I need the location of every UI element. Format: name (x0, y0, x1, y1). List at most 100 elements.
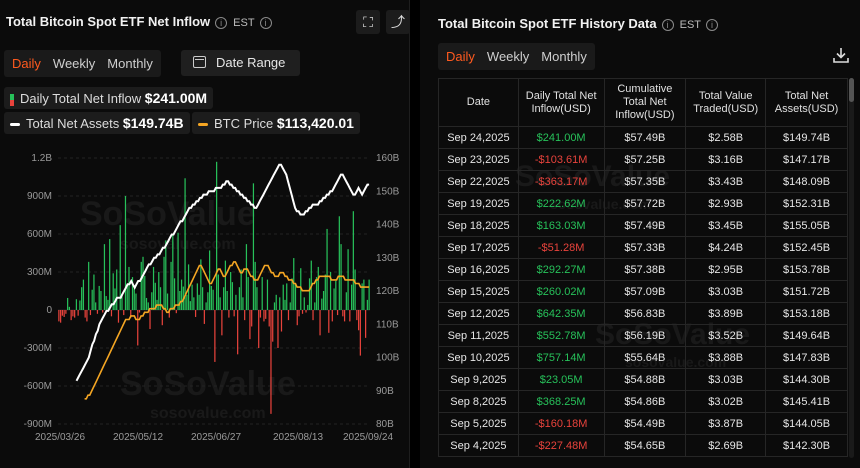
inflow-bar (196, 283, 198, 310)
table-row: Sep 24,2025 $241.00M $57.49B $2.58B $149.74B (438, 126, 848, 149)
cell-daily-inflow: $222.62M (518, 192, 605, 215)
btc-line (84, 261, 370, 400)
inflow-bar (235, 294, 237, 310)
inflow-bar (331, 310, 333, 322)
table-row: Sep 22,2025 -$363.17M $57.35B $3.43B $148.09… (438, 170, 848, 193)
timezone-info-icon[interactable]: i (259, 16, 272, 29)
download-icon[interactable] (832, 46, 850, 64)
col-daily-inflow[interactable]: Daily Total Net Inflow(USD) (518, 78, 605, 127)
table-row: Sep 23,2025 -$103.61M $57.25B $3.16B $147.17… (438, 148, 848, 171)
inflow-bar (303, 297, 305, 310)
inflow-bar (333, 288, 335, 310)
history-tab-weekly[interactable]: Weekly (486, 49, 530, 64)
right-tick-label: 120B (376, 286, 400, 297)
inflow-bar (249, 310, 251, 340)
inflow-bar (231, 282, 234, 310)
history-info-icon[interactable]: i (661, 18, 674, 31)
cell-cumulative-inflow: $55.64B (604, 346, 687, 369)
inflow-bar (336, 310, 339, 316)
col-date[interactable]: Date (438, 78, 519, 127)
inflow-bar (207, 292, 209, 310)
inflow-bar (312, 310, 314, 321)
inflow-bar (189, 301, 191, 310)
info-icon[interactable]: i (215, 16, 228, 29)
left-tick-label: 300M (27, 267, 52, 278)
inflow-bar (133, 288, 135, 310)
left-tick-label: 0 (46, 305, 52, 316)
cell-daily-inflow: $260.02M (518, 280, 605, 303)
inflow-bar (216, 161, 218, 310)
tab-monthly[interactable]: Monthly (107, 56, 153, 71)
inflow-bar (67, 297, 69, 310)
scroll-thumb[interactable] (849, 78, 854, 102)
right-tick-label: 100B (376, 353, 400, 364)
table-row: Sep 10,2025 $757.14M $55.64B $3.88B $147.83B (438, 346, 848, 369)
cell-value-traded: $2.93B (685, 192, 767, 215)
x-tick-label: 2025/09/24 (343, 432, 393, 443)
inflow-bar (170, 261, 172, 310)
inflow-bar (105, 296, 107, 310)
cell-daily-inflow: -$103.61M (518, 148, 605, 171)
date-range-button[interactable]: Date Range (181, 50, 300, 76)
cell-value-traded: $3.45B (685, 214, 767, 237)
inflow-bar (175, 310, 177, 314)
inflow-bar (259, 310, 262, 318)
inflow-bar (251, 310, 253, 327)
inflow-bar (275, 294, 277, 310)
history-tab-monthly[interactable]: Monthly (541, 49, 587, 64)
period-tabs: Daily Weekly Monthly (4, 50, 161, 77)
tab-daily[interactable]: Daily (12, 56, 41, 71)
inflow-bar (282, 284, 284, 310)
cell-net-assets: $152.45B (765, 236, 848, 259)
cell-net-assets: $152.31B (765, 192, 848, 215)
inflow-bar (84, 310, 86, 318)
legend-inflow[interactable]: Daily Total Net Inflow $241.00M (4, 87, 214, 109)
table-scrollbar[interactable] (849, 78, 854, 458)
table-row: Sep 19,2025 $222.62M $57.72B $2.93B $152.31B (438, 192, 848, 215)
inflow-bar (363, 279, 365, 310)
table-header-row: Date Daily Total Net Inflow(USD) Cumulat… (438, 78, 848, 127)
left-tick-label: 1.2B (31, 153, 52, 164)
inflow-bar (279, 297, 281, 310)
inflow-bar (180, 279, 183, 310)
table-row: Sep 11,2025 $552.78M $56.19B $3.52B $149.64B (438, 324, 848, 347)
col-value-traded[interactable]: Total Value Traded(USD) (685, 78, 767, 127)
inflow-bar (307, 304, 309, 310)
inflow-bar (209, 250, 211, 310)
table-row: Sep 9,2025 $23.05M $54.88B $3.03B $144.30B (438, 368, 848, 391)
cell-date: Sep 18,2025 (438, 214, 519, 237)
inflow-bar (121, 294, 123, 310)
cell-daily-inflow: $241.00M (518, 126, 605, 149)
cell-value-traded: $2.58B (685, 126, 767, 149)
cell-value-traded: $4.24B (685, 236, 767, 259)
history-table: Date Daily Total Net Inflow(USD) Cumulat… (438, 78, 848, 457)
legend-assets[interactable]: Total Net Assets $149.74B (4, 112, 190, 134)
cell-value-traded: $3.03B (685, 368, 767, 391)
cell-daily-inflow: $642.35M (518, 302, 605, 325)
inflow-bar (273, 302, 276, 310)
history-timezone-info-icon[interactable]: i (706, 18, 719, 31)
share-icon[interactable]: ⤴ (386, 10, 410, 34)
inflow-bar (116, 269, 118, 310)
col-cumulative-inflow[interactable]: Cumulative Total Net Inflow(USD) (604, 78, 687, 127)
legend-btc[interactable]: BTC Price $113,420.01 (192, 112, 360, 134)
tab-weekly[interactable]: Weekly (52, 56, 96, 71)
history-tab-daily[interactable]: Daily (446, 49, 475, 64)
right-tick-label: 90B (376, 386, 394, 397)
inflow-bar (201, 287, 204, 310)
inflow-bar (221, 310, 223, 336)
fullscreen-icon[interactable]: ⛶ (356, 10, 380, 34)
inflow-bar (219, 297, 221, 310)
cell-daily-inflow: $368.25M (518, 390, 605, 413)
inflow-chart[interactable]: 1.2B 900M 600M 300M 0 -300M -600M -900M 160B 150… (0, 146, 410, 446)
inflow-bar (131, 277, 134, 310)
left-tick-label: -300M (24, 343, 52, 354)
col-net-assets[interactable]: Total Net Assets(USD) (765, 78, 848, 127)
cell-net-assets: $145.41B (765, 390, 848, 413)
cell-cumulative-inflow: $57.33B (604, 236, 687, 259)
cell-cumulative-inflow: $56.83B (604, 302, 687, 325)
table-row: Sep 16,2025 $292.27M $57.38B $2.95B $153.78B (438, 258, 848, 281)
inflow-bar (144, 275, 146, 310)
cell-daily-inflow: $757.14M (518, 346, 605, 369)
inflow-bar (263, 310, 265, 322)
